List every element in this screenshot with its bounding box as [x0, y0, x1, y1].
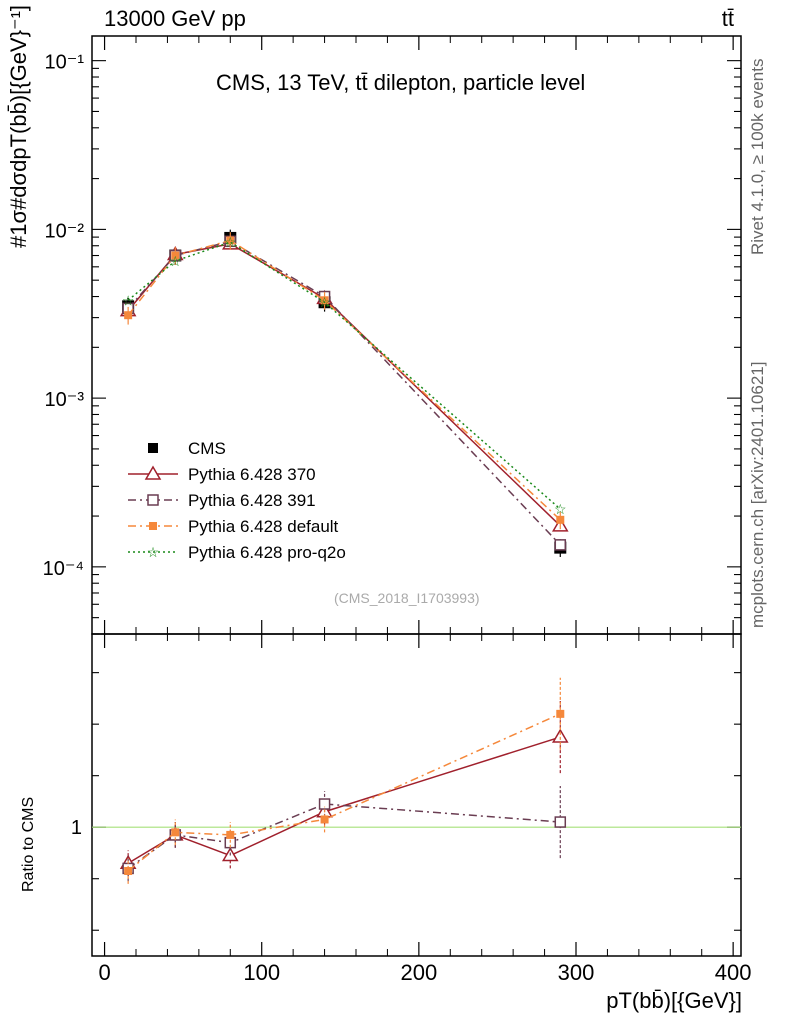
legend: CMS Pythia 6.428 370 Pythia 6.428 391 Py…: [124, 437, 404, 567]
legend-item-cms: CMS: [124, 437, 404, 463]
series-mc-3: [124, 232, 565, 530]
data-point: [551, 728, 569, 743]
y-tick-label: 10⁻¹: [45, 52, 85, 74]
series-line: [127, 241, 561, 510]
data-point: [556, 515, 565, 524]
data-point: [171, 251, 180, 260]
plot-title: CMS, 13 TeV, tt̄ dilepton, particle leve…: [216, 70, 586, 95]
y-axis-label: #1σ#dσdpT(bb̄)[{GeV}⁻¹]: [6, 4, 31, 248]
series-mc-4: ☆ ☆ ☆ ☆ ☆: [122, 234, 567, 517]
ratio-panel-frame: [91, 633, 742, 957]
data-point: [226, 830, 235, 839]
data-point: ☆: [554, 501, 567, 517]
process-label: tt̄: [721, 6, 734, 31]
ratio-series-0: [119, 700, 569, 877]
legend-label: Pythia 6.428 370: [188, 465, 316, 484]
data-point: ☆: [169, 253, 182, 269]
data-point: [124, 866, 133, 875]
data-point: [171, 828, 180, 837]
x-axis-label: pT(bb̄)[{GeV}]: [606, 988, 742, 1013]
ratio-series-group: [119, 677, 569, 884]
svg-text:☆: ☆: [147, 544, 160, 560]
legend-label: CMS: [188, 439, 226, 458]
ratio-line: [127, 803, 561, 870]
x-tick-label: 200: [400, 960, 437, 985]
axis-ticks: [92, 36, 741, 956]
ratio-series-2: [124, 677, 565, 884]
ratio-axis-label: Ratio to CMS: [20, 796, 37, 892]
x-tick-label: 400: [715, 960, 752, 985]
tick-labels-group: 0 100 200 300 400 10⁻⁴ 10⁻³ 10⁻² 10⁻¹ 1: [43, 52, 752, 985]
data-point: [226, 236, 235, 245]
legend-item-391: Pythia 6.428 391: [124, 489, 404, 515]
x-tick-label: 0: [98, 960, 110, 985]
x-tick-label: 300: [558, 960, 595, 985]
rivet-version-text: Rivet 4.1.0, ≥ 100k events: [748, 58, 767, 255]
legend-item-default: Pythia 6.428 default: [124, 515, 404, 541]
legend-label: Pythia 6.428 391: [188, 491, 316, 510]
data-point: [556, 709, 565, 718]
y-tick-label: 10⁻⁴: [43, 558, 84, 580]
ratio-line: [127, 736, 561, 864]
data-point: [554, 816, 567, 828]
x-tick-label: 100: [243, 960, 280, 985]
legend-label: Pythia 6.428 pro-q2o: [188, 543, 346, 562]
source-text: mcplots.cern.ch [arXiv:2401.10621]: [748, 361, 767, 628]
legend-item-proq2o: ☆ Pythia 6.428 pro-q2o: [124, 541, 404, 567]
data-point: ☆: [224, 234, 237, 250]
legend-item-370: Pythia 6.428 370: [124, 463, 404, 489]
legend-label: Pythia 6.428 default: [188, 517, 339, 536]
data-point: [320, 296, 329, 305]
data-point: [554, 539, 567, 551]
y-tick-label: 10⁻²: [45, 220, 85, 242]
collision-label: 13000 GeV pp: [104, 6, 246, 31]
data-point: ☆: [318, 294, 331, 310]
data-point: ☆: [122, 292, 135, 308]
analysis-tag: (CMS_2018_I1703993): [334, 590, 480, 606]
data-point: [318, 798, 331, 810]
y-tick-label: 10⁻³: [45, 389, 85, 411]
data-point: [320, 815, 329, 824]
ratio-y-tick-label: 1: [71, 817, 82, 839]
ratio-line: [127, 713, 561, 872]
data-point: [124, 311, 133, 320]
main-series-group: ☆ ☆ ☆ ☆ ☆: [119, 229, 569, 557]
